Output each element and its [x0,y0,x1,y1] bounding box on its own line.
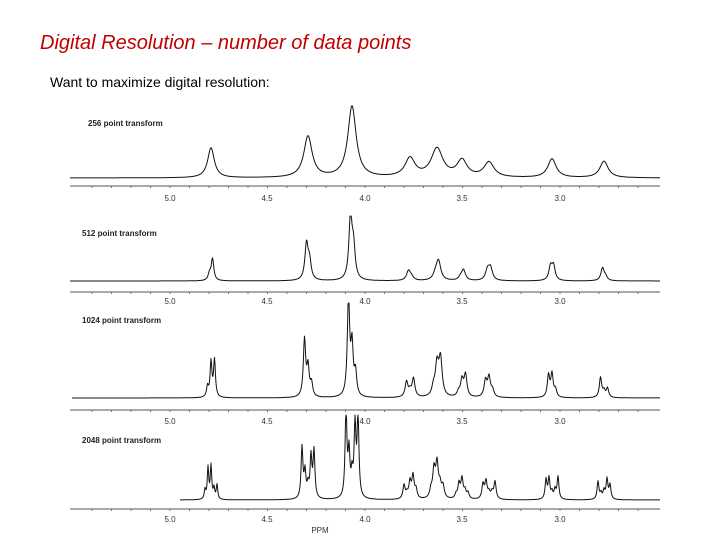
x-axis-label: PPM [311,526,329,535]
tick-3.5: 3.5 [456,297,468,306]
tick-4.5: 4.5 [261,297,273,306]
tick-4.0: 4.0 [359,194,371,203]
panel-label-1024: 1024 point transform [82,316,161,325]
spectrum-trace-512 [70,215,660,282]
tick-3.0: 3.0 [554,417,566,426]
tick-5.0: 5.0 [164,515,176,524]
tick-3.0: 3.0 [554,194,566,203]
tick-3.5: 3.5 [456,515,468,524]
tick-5.0: 5.0 [164,417,176,426]
panel-label-512: 512 point transform [82,229,157,238]
spectrum-trace-1024 [72,302,660,399]
tick-3.5: 3.5 [456,417,468,426]
tick-labels-512: 5.0 4.5 4.0 3.5 3.0 [164,297,566,306]
panel-label-256: 256 point transform [88,119,163,128]
tick-5.0: 5.0 [164,194,176,203]
tick-4.5: 4.5 [261,417,273,426]
tick-labels-256: 5.0 4.5 4.0 3.5 3.0 [164,194,566,203]
tick-4.0: 4.0 [359,417,371,426]
tick-4.5: 4.5 [261,194,273,203]
slide-title: Digital Resolution – number of data poin… [40,32,412,54]
spectrum-trace-256 [70,105,660,179]
panel-1024: 1024 point transform 5.0 4.5 4.0 3.5 3.0 [70,302,660,426]
tick-labels-1024: 5.0 4.5 4.0 3.5 3.0 [164,417,566,426]
spectrum-trace-2048 [180,414,660,501]
panel-2048: 2048 point transform 5.0 4.5 4.0 3.5 3.0… [70,414,660,535]
tick-3.0: 3.0 [554,297,566,306]
tick-4.0: 4.0 [359,515,371,524]
tick-4.5: 4.5 [261,515,273,524]
tick-3.0: 3.0 [554,515,566,524]
tick-4.0: 4.0 [359,297,371,306]
tick-labels-2048: 5.0 4.5 4.0 3.5 3.0 [164,515,566,524]
panel-label-2048: 2048 point transform [82,436,161,445]
panel-256: 256 point transform 5.0 4.5 4.0 3.5 3.0 [70,105,660,203]
tick-3.5: 3.5 [456,194,468,203]
bullet-text: Want to maximize digital resolution: [50,74,270,90]
tick-5.0: 5.0 [164,297,176,306]
